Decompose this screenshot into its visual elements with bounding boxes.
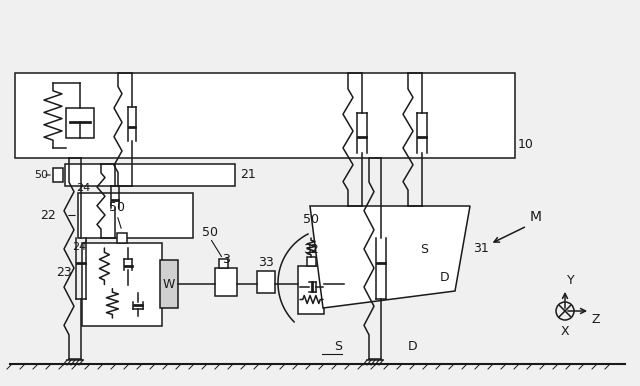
Bar — [160, 260, 178, 308]
Text: M: M — [530, 210, 542, 224]
Bar — [78, 193, 193, 238]
Text: W: W — [163, 278, 175, 291]
Text: Z: Z — [592, 313, 600, 326]
Bar — [257, 271, 275, 293]
Bar — [65, 164, 235, 186]
Text: 50: 50 — [303, 213, 319, 226]
Bar — [66, 108, 94, 138]
Text: 50: 50 — [34, 170, 48, 180]
Text: 24: 24 — [72, 242, 86, 252]
Bar — [117, 233, 127, 243]
Text: D: D — [440, 271, 450, 284]
Bar — [15, 73, 515, 158]
Text: 32: 32 — [303, 243, 319, 256]
Bar — [53, 168, 63, 182]
Polygon shape — [310, 206, 470, 308]
Text: 33: 33 — [258, 256, 274, 269]
Text: 3: 3 — [222, 253, 230, 266]
Text: 21: 21 — [240, 169, 256, 181]
Text: D: D — [408, 340, 418, 353]
Text: 23: 23 — [56, 266, 72, 279]
Text: Y: Y — [567, 274, 575, 287]
Bar — [307, 257, 316, 266]
Bar — [215, 268, 237, 296]
Text: S: S — [334, 340, 342, 353]
Text: 22: 22 — [40, 209, 56, 222]
Text: 50: 50 — [202, 226, 218, 239]
Bar — [219, 259, 228, 268]
Bar — [298, 266, 324, 314]
Text: S: S — [420, 243, 428, 256]
Text: 10: 10 — [518, 138, 534, 151]
Bar — [82, 243, 162, 326]
Text: 31: 31 — [473, 242, 489, 255]
Text: X: X — [561, 325, 570, 338]
Text: 24: 24 — [76, 183, 90, 193]
Text: 50: 50 — [109, 201, 125, 214]
